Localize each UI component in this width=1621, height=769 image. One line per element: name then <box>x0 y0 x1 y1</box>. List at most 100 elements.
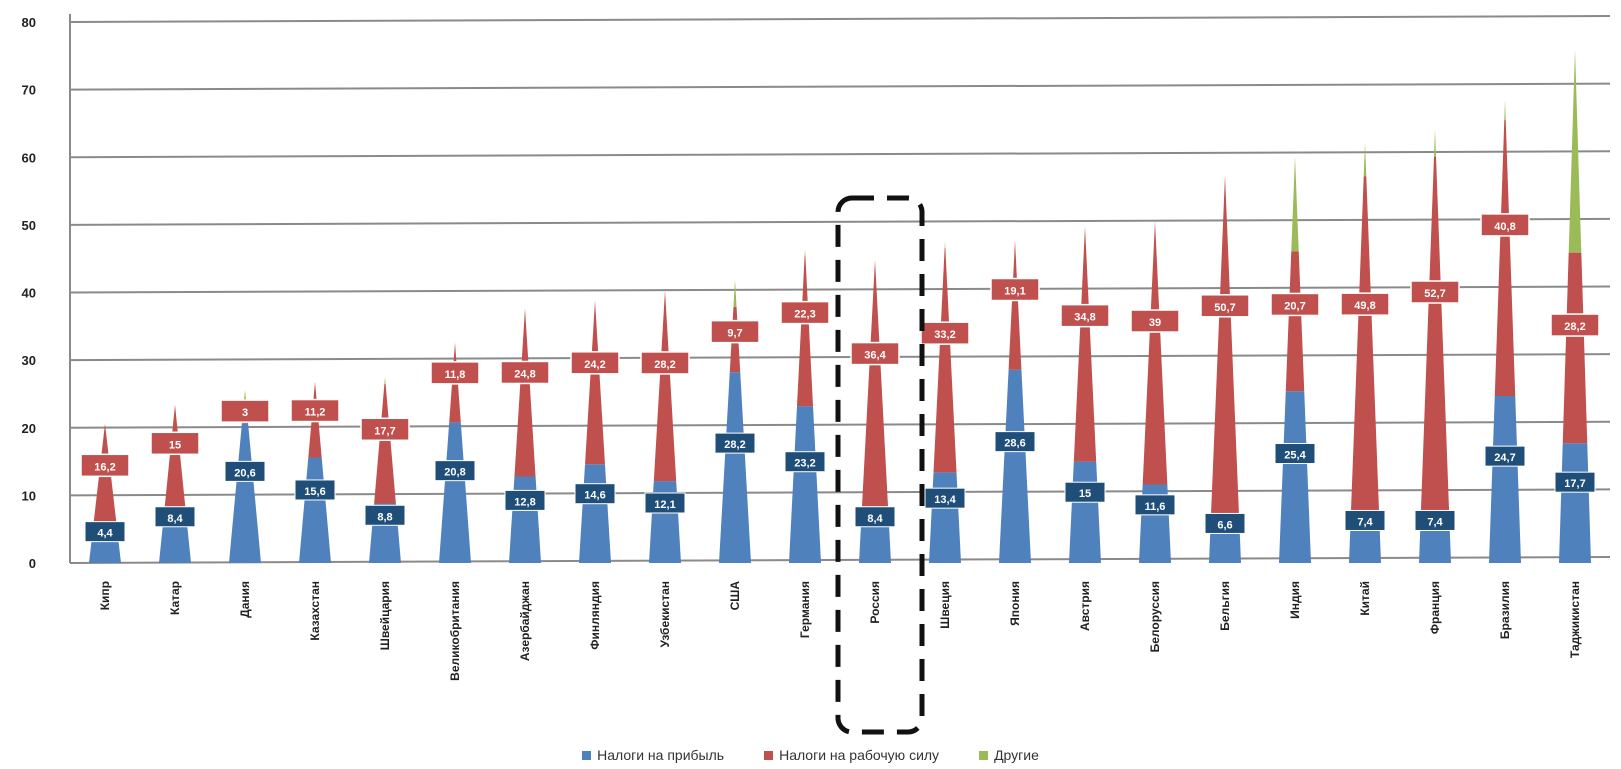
data-label-profit-box <box>154 506 196 528</box>
data-label-profit: 14,6 <box>574 483 616 505</box>
data-label-labor: 15 <box>150 431 200 456</box>
data-label-labor-text: 22,3 <box>794 309 815 321</box>
data-label-profit-box <box>1274 443 1316 465</box>
data-label-profit: 8,4 <box>154 506 196 528</box>
data-label-labor-box <box>1200 294 1250 318</box>
data-label-profit: 13,4 <box>924 487 966 509</box>
bar-segment-labor <box>653 290 677 482</box>
data-label-labor-text: 28,2 <box>1564 321 1585 333</box>
data-label-labor: 39 <box>1130 309 1180 333</box>
gridline <box>69 353 1611 362</box>
bar-segment-labor <box>1285 251 1305 392</box>
data-label-labor-text: 34,8 <box>1074 312 1095 324</box>
data-label-labor-box <box>570 351 620 375</box>
data-label-profit-box <box>1554 471 1596 493</box>
data-label-profit-box <box>294 479 336 501</box>
bars <box>89 49 1591 563</box>
y-tick-label: 20 <box>22 421 36 436</box>
data-label-labor-box <box>220 399 270 423</box>
x-tick-label: Белоруссия <box>1148 581 1162 652</box>
x-axis-labels: Кипр Катар Дания Казахстан Швейцария Великобр… <box>98 581 1582 681</box>
bar-segment-profit <box>929 472 961 563</box>
data-label-profit-text: 6,6 <box>1217 519 1232 531</box>
bar-segment-profit <box>1559 443 1591 563</box>
x-tick-label: Азербайджан <box>518 581 532 661</box>
data-label-labor-text: 49,8 <box>1354 300 1375 312</box>
legend: Налоги на прибыль Налоги на рабочую силу… <box>0 744 1621 766</box>
data-label-labor: 49,8 <box>1340 292 1390 316</box>
data-label-profit-text: 12,1 <box>654 499 675 511</box>
data-label-labor-box <box>990 277 1040 302</box>
data-label-profit-box <box>784 451 826 473</box>
data-label-profit: 28,6 <box>994 431 1036 453</box>
data-label-labor-text: 15 <box>169 439 181 451</box>
bar-segment-other <box>733 279 737 307</box>
gridline <box>69 217 1611 226</box>
x-tick-label: Катар <box>168 581 182 615</box>
bar-segment-labor <box>1350 176 1380 513</box>
data-label-profit: 20,8 <box>434 460 476 482</box>
data-label-profit: 20,6 <box>224 460 266 482</box>
bar-segment-profit <box>1279 391 1311 563</box>
gridline <box>69 150 1611 159</box>
data-label-labor: 11,8 <box>430 361 480 385</box>
y-tick-label: 30 <box>22 353 36 368</box>
bar-segment-labor <box>164 404 186 507</box>
gridline <box>69 15 1611 23</box>
y-axis-ticks: 0 10 20 30 40 50 60 70 80 <box>22 15 36 571</box>
data-label-labor: 22,3 <box>780 300 830 325</box>
y-tick-label: 40 <box>22 286 36 301</box>
data-label-profit: 6,6 <box>1204 512 1246 534</box>
data-label-labor: 20,7 <box>1270 292 1320 317</box>
data-label-labor-box <box>1480 213 1530 237</box>
x-tick-label: Финляндия <box>588 581 602 650</box>
data-label-labor-box <box>1060 303 1110 328</box>
bar-segment-other <box>384 377 386 384</box>
data-label-profit-text: 17,7 <box>1564 478 1585 490</box>
data-label-labor: 11,2 <box>290 398 340 423</box>
data-label-profit-box <box>714 432 756 454</box>
data-label-labor-text: 17,7 <box>374 425 395 437</box>
bar-segment-labor <box>92 423 118 534</box>
data-label-labor: 36,4 <box>850 341 900 366</box>
x-tick-label: Казахстан <box>308 581 322 641</box>
y-tick-label: 10 <box>22 488 36 503</box>
bar-segment-labor <box>1073 226 1097 462</box>
y-tick-label: 50 <box>22 218 36 233</box>
x-tick-label: Австрия <box>1078 581 1092 631</box>
data-label-labor-box <box>150 431 200 456</box>
bar-segment-profit <box>719 372 751 563</box>
data-label-labor-box <box>1550 313 1600 337</box>
y-tick-label: 60 <box>22 150 36 165</box>
y-tick-label: 0 <box>29 556 36 571</box>
data-label-profit-text: 23,2 <box>794 458 815 470</box>
x-tick-label: Китай <box>1358 581 1372 616</box>
data-label-labor: 28,2 <box>640 351 690 375</box>
data-label-profit: 17,7 <box>1554 471 1596 493</box>
data-label-profit: 4,4 <box>84 521 126 543</box>
data-label-labor: 24,8 <box>500 360 550 385</box>
x-tick-label: Великобритания <box>448 581 462 681</box>
x-tick-label: Россия <box>868 581 882 624</box>
data-label-profit-text: 8,4 <box>867 513 883 525</box>
data-label-labor-text: 11,8 <box>445 369 466 381</box>
data-label-labor-text: 39 <box>1149 317 1161 329</box>
data-label-labor-text: 9,7 <box>727 328 742 340</box>
y-tick-label: 70 <box>22 83 36 98</box>
data-label-labor-text: 36,4 <box>864 350 886 362</box>
bar-segment-profit <box>229 423 261 563</box>
data-label-profit: 25,4 <box>1274 443 1316 465</box>
legend-swatch-other <box>979 750 989 760</box>
data-label-profit-text: 15 <box>1079 488 1091 500</box>
data-label-profit-text: 8,4 <box>167 513 183 525</box>
data-label-labor-text: 20,7 <box>1284 300 1305 312</box>
data-label-profit-box <box>1064 481 1106 503</box>
data-label-profit-box <box>224 460 266 482</box>
data-label-labor: 34,8 <box>1060 303 1110 328</box>
data-label-labor-box <box>360 417 410 442</box>
data-label-labor-text: 11,2 <box>305 407 326 419</box>
data-label-labor-text: 19,1 <box>1004 286 1025 298</box>
y-tick-label: 80 <box>22 15 36 30</box>
bar-segment-other <box>1568 49 1582 253</box>
data-label-labor-box <box>1270 292 1320 317</box>
